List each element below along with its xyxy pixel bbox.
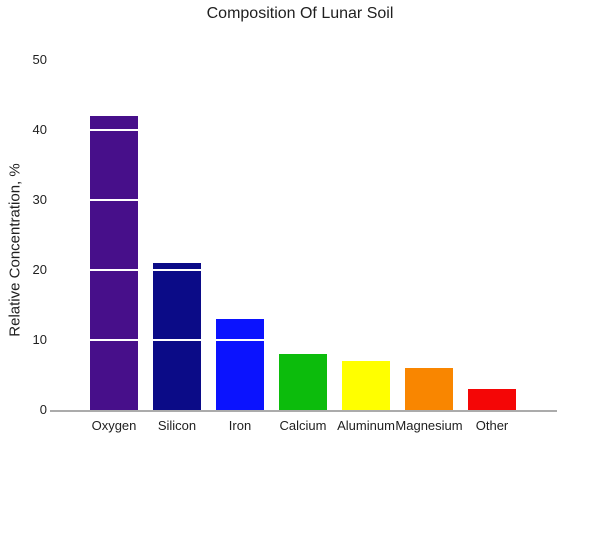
bar-aluminum [342,361,390,410]
y-tick-label: 30 [32,192,47,207]
bar-oxygen [90,116,138,410]
y-tick-label: 0 [39,402,47,417]
bar-magnesium [405,368,453,410]
x-tick-label: Other [475,418,509,433]
y-tick-label: 10 [32,332,47,347]
y-tick-label: 50 [32,52,47,67]
gridline [50,129,557,131]
gridline [50,199,557,201]
x-tick-label: Iron [228,418,252,433]
y-tick-label: 20 [32,262,47,277]
bar-silicon [153,263,201,410]
bar-calcium [279,354,327,410]
x-tick-label: Aluminum [337,418,395,433]
x-axis-line [50,410,557,412]
x-tick-label: Magnesium [395,418,463,433]
chart-title: Composition Of Lunar Soil [206,5,394,22]
x-tick-label: Calcium [279,418,327,433]
bar-iron [216,319,264,410]
x-tick-label: Silicon [157,418,197,433]
y-tick-label: 40 [32,122,47,137]
gridline [50,269,557,271]
gridline [50,59,557,61]
x-tick-label: Oxygen [91,418,137,433]
bar-other [468,389,516,410]
gridline [50,339,557,341]
